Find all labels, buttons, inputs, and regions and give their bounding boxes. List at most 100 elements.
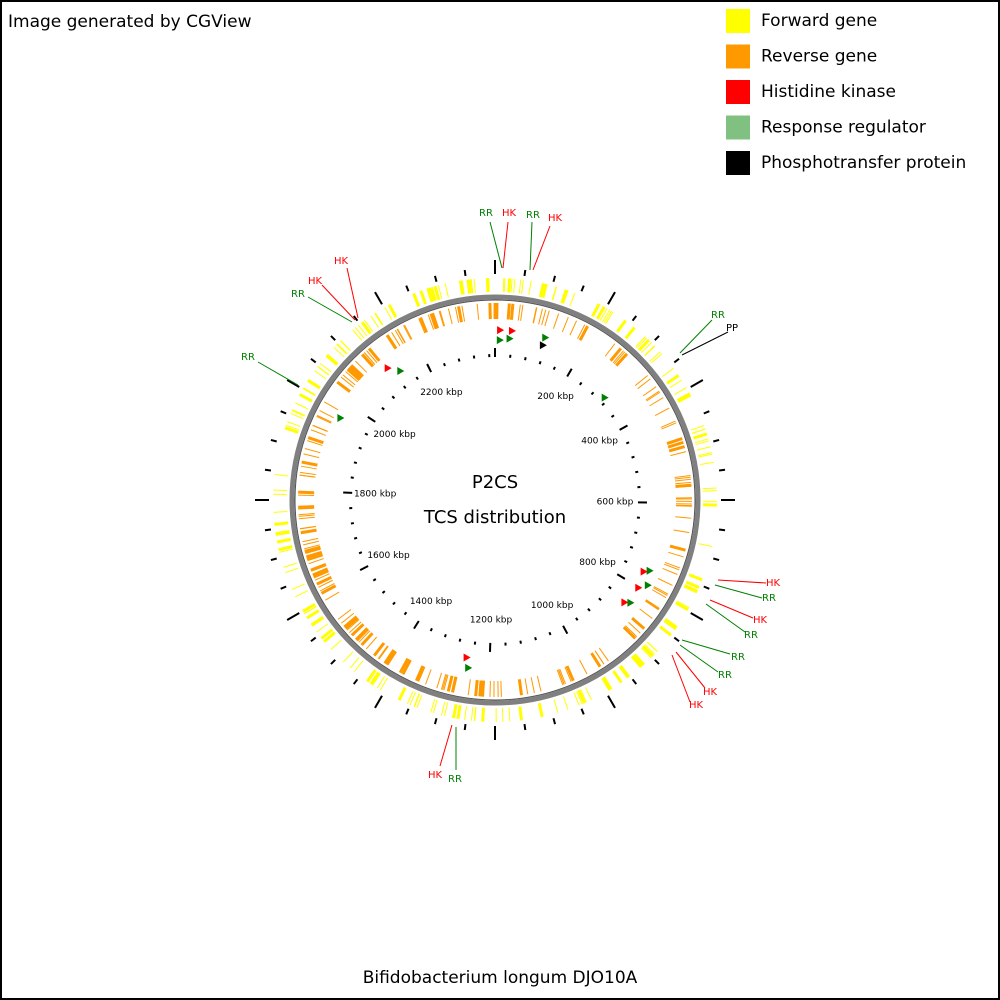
ruler-label: 2000 kbp	[373, 430, 416, 440]
reverse-gene	[476, 303, 480, 320]
forward-gene	[406, 690, 414, 705]
forward-gene	[694, 438, 709, 444]
forward-gene	[370, 315, 380, 328]
reverse-gene	[612, 350, 624, 364]
reverse-gene	[302, 537, 319, 543]
forward-gene	[295, 402, 309, 410]
forward-gene	[414, 693, 421, 708]
callout-line	[709, 599, 754, 619]
forward-gene	[693, 432, 708, 440]
reverse-gene	[675, 481, 692, 485]
reverse-gene	[653, 586, 669, 595]
callout-label: RR	[744, 630, 758, 641]
reverse-gene	[416, 665, 426, 682]
reverse-gene	[662, 567, 678, 575]
forward-gene	[538, 283, 545, 298]
reverse-gene	[558, 669, 565, 685]
callout-line	[679, 644, 719, 673]
forward-gene	[552, 286, 558, 301]
forward-gene	[644, 345, 656, 356]
reverse-gene	[303, 453, 320, 459]
outer-tick	[718, 528, 726, 532]
outer-tick	[607, 291, 616, 305]
ruler-label: 1000 kbp	[531, 601, 574, 611]
forward-gene	[635, 336, 646, 348]
forward-gene	[353, 660, 364, 672]
forward-gene	[397, 686, 407, 701]
outer-tick	[580, 708, 585, 715]
reverse-gene	[396, 328, 406, 344]
tcs-marker	[497, 326, 505, 335]
reverse-gene	[304, 544, 320, 550]
forward-gene	[468, 279, 474, 294]
outer-tick	[270, 557, 277, 562]
reverse-gene	[461, 305, 466, 322]
reverse-gene	[361, 354, 373, 368]
reverse-gene	[345, 371, 359, 383]
forward-gene	[387, 304, 398, 318]
forward-gene	[430, 698, 436, 713]
tcs-marker	[627, 598, 635, 607]
reverse-gene	[355, 360, 368, 373]
ruler-tick	[635, 470, 639, 474]
reverse-gene	[446, 675, 454, 692]
caption: Bifidobacterium longum DJO10A	[363, 968, 638, 988]
reverse-gene	[336, 380, 351, 393]
callout-label: HK	[703, 687, 718, 698]
reverse-gene	[304, 545, 321, 554]
forward-gene	[573, 692, 580, 706]
callout-label: HK	[766, 578, 781, 589]
reverse-gene	[366, 350, 378, 364]
reverse-gene	[349, 621, 362, 634]
reverse-gene	[556, 669, 564, 686]
forward-gene	[470, 706, 474, 721]
reverse-gene	[312, 567, 329, 577]
forward-gene	[603, 310, 612, 324]
reverse-gene	[440, 674, 447, 690]
reverse-gene	[398, 657, 410, 674]
forward-gene	[283, 562, 297, 568]
ruler-tick	[429, 627, 433, 632]
reverse-gene	[299, 474, 316, 478]
reverse-gene	[674, 476, 691, 480]
forward-gene	[304, 606, 317, 615]
forward-gene	[702, 487, 717, 490]
reverse-gene	[427, 314, 435, 330]
reverse-gene	[316, 415, 332, 424]
reverse-gene	[669, 544, 686, 552]
reverse-gene	[447, 308, 453, 325]
reverse-gene	[325, 591, 340, 601]
ruler-label: 800 kbp	[579, 558, 616, 568]
callout-line	[307, 296, 353, 323]
forward-gene	[325, 354, 339, 366]
reverse-gene	[310, 429, 327, 436]
ruler-tick	[575, 617, 579, 621]
forward-gene	[412, 292, 421, 308]
forward-gene	[302, 603, 316, 613]
reverse-gene	[344, 616, 359, 630]
outer-tick	[280, 585, 287, 590]
reverse-gene	[299, 471, 316, 476]
forward-gene	[372, 673, 381, 686]
reverse-gene	[438, 310, 445, 327]
reverse-gene	[454, 306, 460, 323]
callout-line	[681, 331, 729, 356]
outer-tick	[374, 291, 383, 305]
reverse-gene	[613, 351, 626, 365]
forward-gene	[276, 537, 292, 544]
reverse-gene	[298, 513, 315, 516]
callout-line	[679, 319, 713, 354]
forward-gene	[274, 473, 289, 477]
ruler-label: 600 kbp	[597, 497, 634, 507]
outer-tick	[330, 335, 336, 341]
reverse-gene	[300, 528, 317, 535]
reverse-gene	[363, 352, 376, 365]
ruler-tick	[353, 461, 358, 465]
ruler-label: 1600 kbp	[367, 551, 410, 561]
reverse-gene	[666, 438, 683, 445]
outer-tick	[654, 335, 660, 341]
forward-gene	[684, 584, 699, 593]
forward-gene	[291, 410, 305, 417]
